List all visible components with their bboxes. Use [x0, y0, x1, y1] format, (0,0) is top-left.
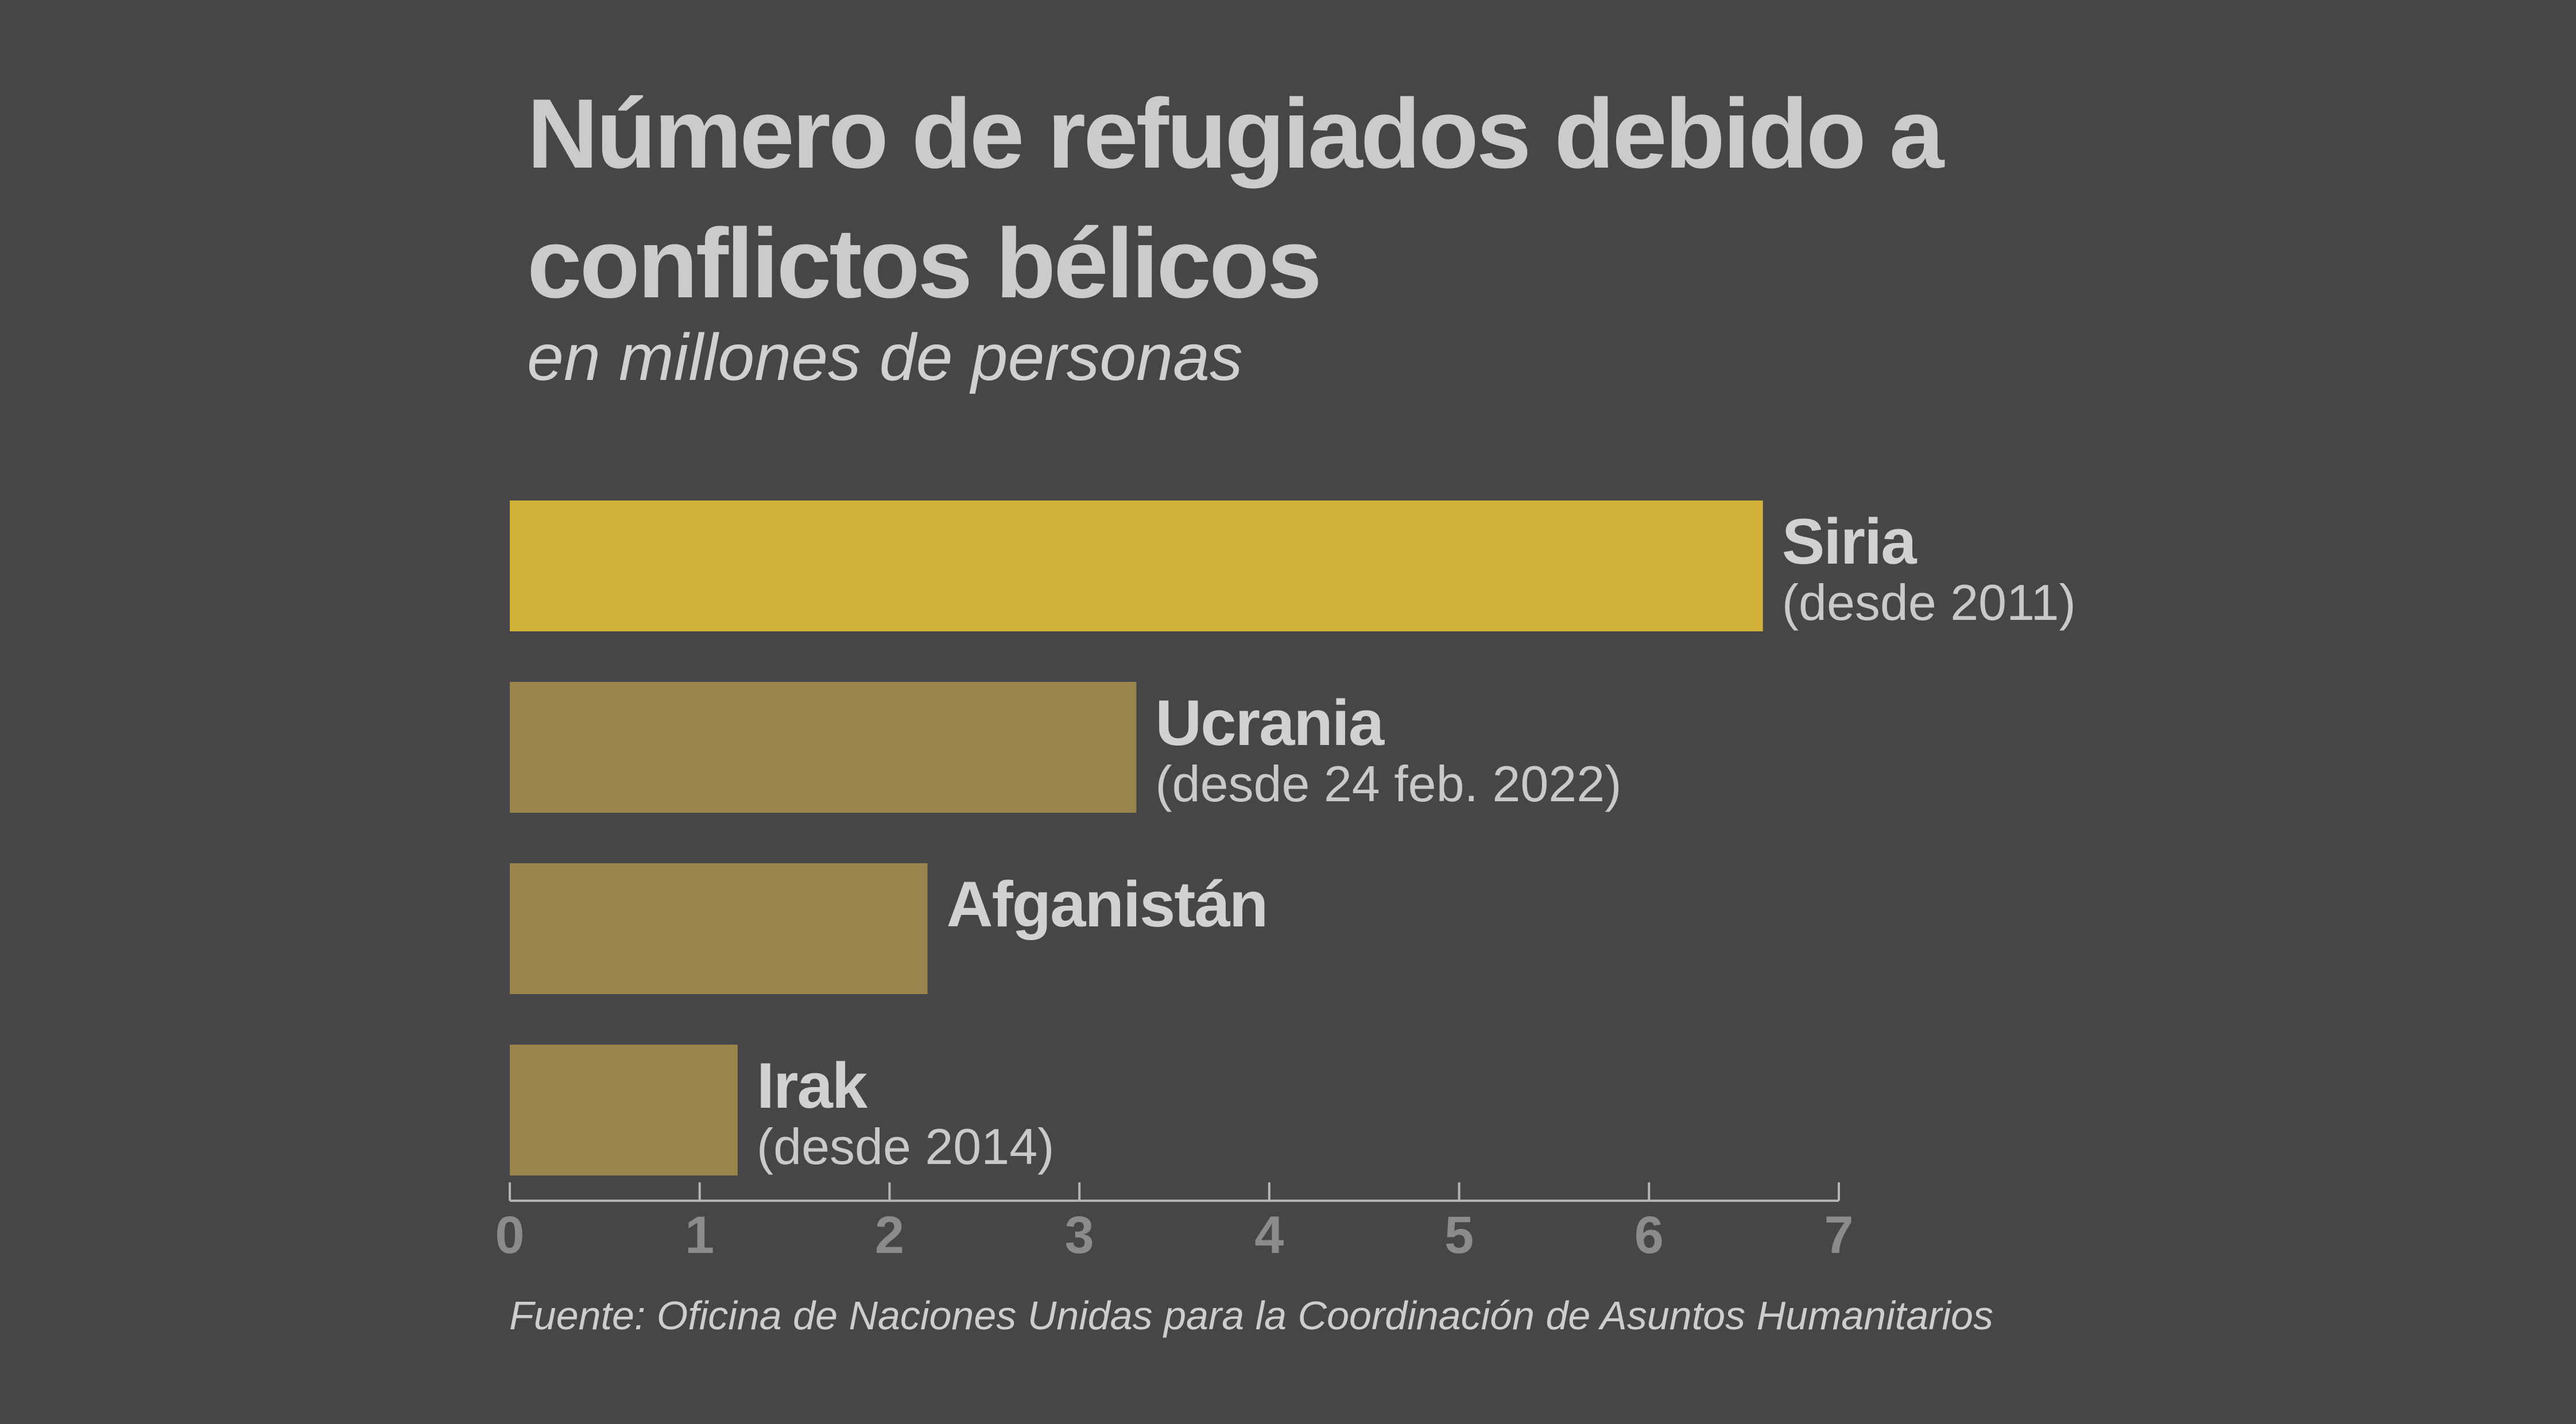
bar-label-irak: Irak	[757, 1050, 868, 1122]
bar-label-siria: Siria	[1782, 506, 1918, 577]
bar-ucrania	[510, 682, 1137, 813]
bar-note-siria: (desde 2011)	[1782, 574, 2076, 631]
chart-title-line-2: conflictos bélicos	[527, 208, 1320, 319]
x-tick-label: 1	[685, 1206, 714, 1264]
bar-note-irak: (desde 2014)	[757, 1118, 1055, 1175]
bar-note-ucrania: (desde 24 feb. 2022)	[1155, 755, 1621, 812]
x-tick-label: 6	[1634, 1206, 1664, 1264]
x-tick-label: 3	[1065, 1206, 1094, 1264]
bar-label-afganistan: Afganistán	[947, 868, 1268, 940]
x-tick-label: 5	[1444, 1206, 1474, 1264]
x-tick-label: 0	[495, 1206, 524, 1264]
bar-irak	[510, 1045, 738, 1175]
bar-label-ucrania: Ucrania	[1155, 687, 1385, 759]
chart-title-line-1: Número de refugiados debido a	[527, 79, 1945, 189]
source-note: Fuente: Oficina de Naciones Unidas para …	[509, 1293, 1993, 1338]
x-tick-label: 2	[875, 1206, 904, 1264]
bar-afganistan	[510, 863, 928, 994]
bars-layer	[510, 500, 1763, 1175]
bar-labels-layer: Siria(desde 2011) Ucrania(desde 24 feb. 2…	[757, 506, 2076, 1175]
chart-subtitle: en millones de personas	[527, 321, 1243, 394]
x-tick-label: 7	[1824, 1206, 1853, 1264]
bar-siria	[510, 500, 1763, 631]
x-tick-label: 4	[1254, 1206, 1284, 1264]
x-axis-ticks: 0 1 2 3 4 5 6 7	[495, 1182, 1854, 1264]
